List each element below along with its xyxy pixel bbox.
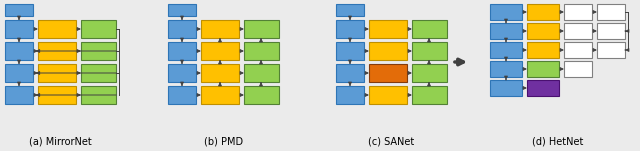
FancyBboxPatch shape: [597, 4, 625, 20]
FancyBboxPatch shape: [490, 80, 522, 96]
FancyBboxPatch shape: [168, 4, 196, 16]
FancyBboxPatch shape: [564, 42, 592, 58]
FancyBboxPatch shape: [490, 61, 522, 77]
FancyBboxPatch shape: [244, 20, 279, 38]
FancyBboxPatch shape: [168, 20, 196, 38]
FancyBboxPatch shape: [412, 86, 447, 104]
FancyBboxPatch shape: [527, 61, 559, 77]
FancyBboxPatch shape: [369, 42, 407, 60]
FancyBboxPatch shape: [244, 64, 279, 82]
FancyBboxPatch shape: [336, 42, 364, 60]
FancyBboxPatch shape: [5, 86, 33, 104]
FancyBboxPatch shape: [5, 20, 33, 38]
FancyBboxPatch shape: [38, 20, 76, 38]
FancyBboxPatch shape: [168, 64, 196, 82]
FancyBboxPatch shape: [201, 86, 239, 104]
FancyBboxPatch shape: [527, 4, 559, 20]
FancyBboxPatch shape: [412, 20, 447, 38]
FancyBboxPatch shape: [490, 42, 522, 58]
FancyBboxPatch shape: [369, 64, 407, 82]
FancyBboxPatch shape: [201, 64, 239, 82]
FancyBboxPatch shape: [369, 20, 407, 38]
FancyBboxPatch shape: [81, 86, 116, 104]
FancyBboxPatch shape: [564, 23, 592, 39]
FancyBboxPatch shape: [201, 20, 239, 38]
Text: (a) MirrorNet: (a) MirrorNet: [29, 136, 92, 146]
FancyBboxPatch shape: [369, 86, 407, 104]
FancyBboxPatch shape: [81, 64, 116, 82]
FancyBboxPatch shape: [527, 42, 559, 58]
FancyBboxPatch shape: [336, 4, 364, 16]
FancyBboxPatch shape: [412, 42, 447, 60]
FancyBboxPatch shape: [168, 86, 196, 104]
FancyBboxPatch shape: [527, 23, 559, 39]
FancyBboxPatch shape: [336, 86, 364, 104]
Text: (b) PMD: (b) PMD: [204, 136, 243, 146]
FancyBboxPatch shape: [564, 61, 592, 77]
FancyBboxPatch shape: [81, 20, 116, 38]
FancyBboxPatch shape: [490, 4, 522, 20]
FancyBboxPatch shape: [527, 80, 559, 96]
Text: (c) SANet: (c) SANet: [369, 136, 415, 146]
FancyBboxPatch shape: [201, 42, 239, 60]
FancyBboxPatch shape: [81, 42, 116, 60]
FancyBboxPatch shape: [168, 42, 196, 60]
FancyBboxPatch shape: [5, 64, 33, 82]
FancyBboxPatch shape: [244, 42, 279, 60]
FancyBboxPatch shape: [5, 4, 33, 16]
FancyBboxPatch shape: [564, 4, 592, 20]
FancyBboxPatch shape: [5, 42, 33, 60]
FancyBboxPatch shape: [336, 64, 364, 82]
FancyBboxPatch shape: [244, 86, 279, 104]
FancyBboxPatch shape: [597, 23, 625, 39]
FancyBboxPatch shape: [490, 23, 522, 39]
FancyBboxPatch shape: [412, 64, 447, 82]
Text: (d) HetNet: (d) HetNet: [532, 136, 583, 146]
FancyBboxPatch shape: [597, 42, 625, 58]
FancyBboxPatch shape: [38, 42, 76, 60]
FancyBboxPatch shape: [38, 86, 76, 104]
FancyBboxPatch shape: [38, 64, 76, 82]
FancyBboxPatch shape: [336, 20, 364, 38]
